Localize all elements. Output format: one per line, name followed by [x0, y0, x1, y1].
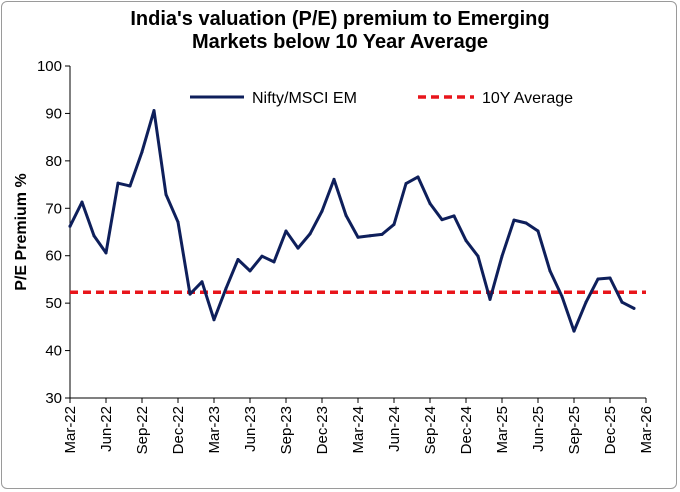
- data-point: [320, 209, 324, 213]
- data-point: [416, 175, 420, 179]
- data-point: [596, 277, 600, 281]
- data-point: [572, 329, 576, 333]
- data-point: [488, 297, 492, 301]
- data-point: [560, 295, 564, 299]
- data-point: [116, 181, 120, 185]
- x-tick-label: Dec-22: [170, 406, 187, 454]
- legend: Nifty/MSCI EM 10Y Average: [190, 90, 573, 107]
- data-point: [512, 218, 516, 222]
- data-point: [212, 318, 216, 322]
- chart-title: India's valuation (P/E) premium to Emerg…: [0, 8, 680, 54]
- data-point: [224, 286, 228, 290]
- data-point: [272, 260, 276, 264]
- data-point: [620, 300, 624, 304]
- x-tick-label: Jun-25: [530, 406, 547, 452]
- data-point: [284, 229, 288, 233]
- x-tick-label: Sep-25: [566, 406, 583, 454]
- data-point: [68, 224, 72, 228]
- data-point: [104, 251, 108, 255]
- data-point: [452, 214, 456, 218]
- data-point: [140, 150, 144, 154]
- data-point: [128, 184, 132, 188]
- data-point: [152, 109, 156, 113]
- data-point: [356, 235, 360, 239]
- data-point: [200, 280, 204, 284]
- data-point: [368, 234, 372, 238]
- data-point: [188, 292, 192, 296]
- data-point: [392, 222, 396, 226]
- data-point: [548, 269, 552, 273]
- data-point: [608, 276, 612, 280]
- data-point: [176, 220, 180, 224]
- x-tick-label: Sep-22: [134, 406, 151, 454]
- x-tick-label: Mar-24: [350, 406, 367, 454]
- y-tick-label: 80: [45, 153, 62, 170]
- y-tick-label: 60: [45, 248, 62, 265]
- data-point: [296, 246, 300, 250]
- data-point: [236, 258, 240, 262]
- data-point: [584, 300, 588, 304]
- x-tick-label: Dec-25: [602, 406, 619, 454]
- data-point: [248, 269, 252, 273]
- x-tick-label: Sep-23: [278, 406, 295, 454]
- x-tick-label: Dec-23: [314, 406, 331, 454]
- y-tick-label: 30: [45, 390, 62, 407]
- data-point: [80, 200, 84, 204]
- chart-title-line-2: Markets below 10 Year Average: [191, 31, 489, 53]
- y-axis-ticks: 30 40 50 60 70 80 90 100: [37, 58, 70, 407]
- x-tick-label: Sep-24: [422, 406, 439, 454]
- chart-title-line-1: India's valuation (P/E) premium to Emerg…: [130, 8, 550, 30]
- x-tick-label: Mar-22: [62, 406, 79, 454]
- x-tick-label: Jun-24: [386, 406, 403, 452]
- data-point: [500, 254, 504, 258]
- series-layer: [68, 109, 646, 333]
- data-point: [308, 232, 312, 236]
- y-tick-label: 40: [45, 343, 62, 360]
- data-point: [524, 221, 528, 225]
- data-point: [344, 213, 348, 217]
- data-point: [536, 229, 540, 233]
- data-point: [632, 306, 636, 310]
- x-tick-label: Mar-25: [494, 406, 511, 454]
- y-tick-label: 70: [45, 200, 62, 217]
- x-tick-label: Jun-22: [98, 406, 115, 452]
- x-tick-label: Jun-23: [242, 406, 259, 452]
- x-tick-label: Dec-24: [458, 406, 475, 454]
- legend-label-10y-average: 10Y Average: [482, 90, 573, 107]
- legend-label-nifty-msci-em: Nifty/MSCI EM: [252, 90, 357, 107]
- data-point: [380, 232, 384, 236]
- x-tick-label: Mar-23: [206, 406, 223, 454]
- data-point: [476, 254, 480, 258]
- data-point: [440, 218, 444, 222]
- x-axis-ticks: Mar-22 Jun-22 Sep-22 Dec-22 Mar-23 Jun-23 Sep-…: [62, 398, 655, 454]
- data-point: [464, 239, 468, 243]
- data-point: [428, 202, 432, 206]
- y-tick-label: 90: [45, 105, 62, 122]
- x-tick-label: Mar-26: [638, 406, 655, 454]
- axes: [69, 66, 646, 399]
- data-point: [164, 193, 168, 197]
- data-point: [404, 182, 408, 186]
- y-axis-label: P/E Premium %: [13, 173, 30, 290]
- data-point: [92, 234, 96, 238]
- y-tick-label: 100: [37, 58, 62, 75]
- y-tick-label: 50: [45, 295, 62, 312]
- series-line-nifty-msci-em: [68, 109, 636, 333]
- data-point: [332, 177, 336, 181]
- data-point: [260, 254, 264, 258]
